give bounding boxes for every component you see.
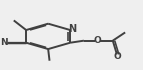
Text: N: N	[1, 38, 8, 47]
Text: O: O	[114, 52, 121, 61]
Text: O: O	[94, 36, 102, 45]
Text: N: N	[69, 24, 77, 35]
